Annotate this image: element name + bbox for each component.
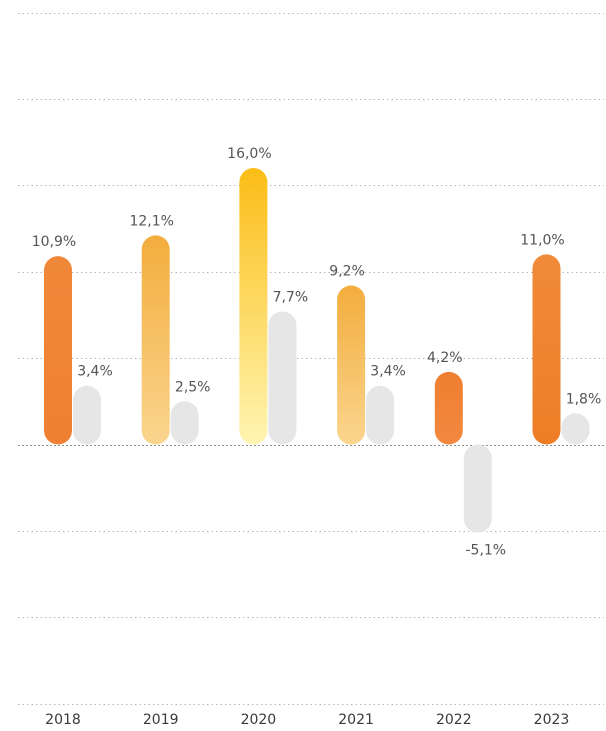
bar-primary-2020 xyxy=(239,168,268,445)
bar-secondary-2023 xyxy=(561,413,590,445)
bars xyxy=(44,168,590,533)
value-label-secondary-2019: 2,5% xyxy=(175,379,211,395)
value-label-primary-2021: 9,2% xyxy=(329,264,365,280)
bar-secondary-2022 xyxy=(463,444,492,533)
x-tick-label-2019: 2019 xyxy=(143,712,179,728)
value-label-primary-2020: 16,0% xyxy=(227,146,271,162)
gridlines xyxy=(18,13,604,705)
bar-secondary-2020 xyxy=(268,311,297,445)
value-label-secondary-2023: 1,8% xyxy=(566,391,602,407)
value-label-primary-2022: 4,2% xyxy=(427,350,463,366)
bar-secondary-2021 xyxy=(366,385,395,445)
x-tick-label-2022: 2022 xyxy=(436,712,472,728)
x-tick-label-2018: 2018 xyxy=(45,712,81,728)
value-label-primary-2019: 12,1% xyxy=(129,213,173,229)
bar-primary-2022 xyxy=(434,371,463,445)
bar-primary-2018 xyxy=(44,256,72,445)
value-label-primary-2018: 10,9% xyxy=(32,234,76,250)
value-labels: 10,9% 3,4% 12,1% 2,5% 16,0% 7,7% 9,2% 3,4% 4,2% -… xyxy=(32,146,602,559)
value-label-secondary-2021: 3,4% xyxy=(370,364,406,380)
value-label-secondary-2020: 7,7% xyxy=(273,289,309,305)
value-label-secondary-2018: 3,4% xyxy=(77,364,113,380)
bar-secondary-2019 xyxy=(170,401,199,445)
x-axis-labels: 2018 2019 2020 2021 2022 2023 xyxy=(45,712,569,728)
x-tick-label-2021: 2021 xyxy=(338,712,374,728)
bar-primary-2019 xyxy=(141,235,170,445)
bar-secondary-2018 xyxy=(73,385,101,445)
bar-primary-2021 xyxy=(337,285,366,445)
value-label-secondary-2022: -5,1% xyxy=(465,543,506,559)
x-tick-label-2020: 2020 xyxy=(241,712,277,728)
x-tick-label-2023: 2023 xyxy=(534,712,570,728)
value-label-primary-2023: 11,0% xyxy=(520,232,564,248)
bar-primary-2023 xyxy=(532,254,561,445)
